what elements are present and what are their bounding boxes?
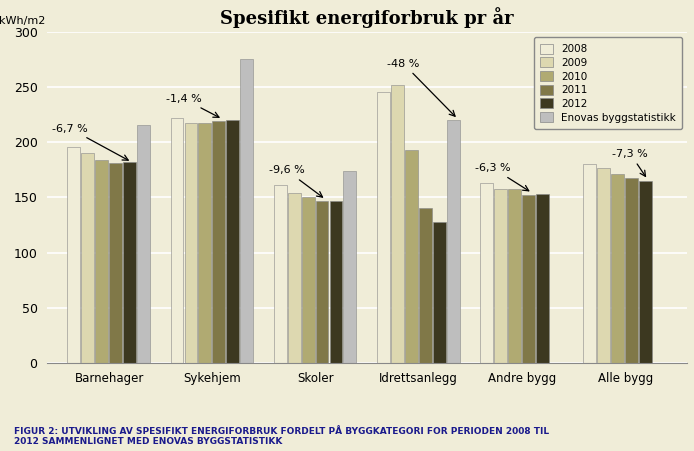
Text: -6,3 %: -6,3 % [475,163,529,191]
Bar [508,189,521,363]
Bar [109,163,122,363]
Bar [226,120,239,363]
Bar [447,120,459,363]
Bar [198,123,212,363]
Text: -1,4 %: -1,4 % [166,94,219,117]
Bar [67,147,81,363]
Bar [418,208,432,363]
Bar [274,185,287,363]
Bar [316,201,328,363]
Text: -7,3 %: -7,3 % [612,149,648,176]
Bar [480,183,493,363]
Text: -48 %: -48 % [387,59,455,116]
Bar [185,123,197,363]
Bar [391,85,404,363]
Bar [494,189,507,363]
Bar [344,171,356,363]
Text: kWh/m2: kWh/m2 [0,16,46,26]
Bar [584,165,596,363]
Bar [611,175,624,363]
Bar [536,194,549,363]
Bar [377,92,390,363]
Bar [330,201,342,363]
Title: Spesifikt energiforbruk pr år: Spesifikt energiforbruk pr år [221,7,514,28]
Bar [639,181,652,363]
Bar [240,59,253,363]
Bar [212,121,226,363]
Bar [625,178,638,363]
Bar [405,150,418,363]
Bar [171,118,183,363]
Bar [288,193,301,363]
Bar [432,222,446,363]
Legend: 2008, 2009, 2010, 2011, 2012, Enovas byggstatistikk: 2008, 2009, 2010, 2011, 2012, Enovas byg… [534,37,682,129]
Text: FIGUR 2: UTVIKLING AV SPESIFIKT ENERGIFORBRUK FORDELT PÅ BYGGKATEGORI FOR PERIOD: FIGUR 2: UTVIKLING AV SPESIFIKT ENERGIFO… [14,427,549,446]
Bar [81,153,94,363]
Bar [137,125,150,363]
Bar [598,168,610,363]
Bar [302,198,314,363]
Bar [522,195,535,363]
Text: -6,7 %: -6,7 % [52,124,128,160]
Bar [123,162,136,363]
Bar [95,160,108,363]
Text: -9,6 %: -9,6 % [269,166,323,197]
